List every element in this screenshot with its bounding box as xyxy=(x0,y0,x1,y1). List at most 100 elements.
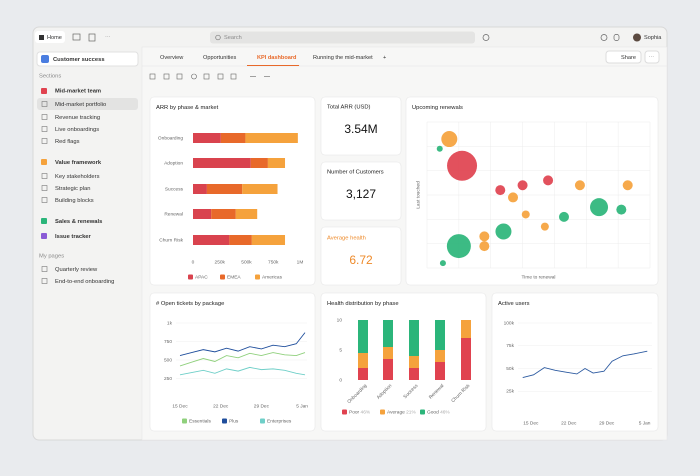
search-placeholder[interactable]: Search xyxy=(224,35,242,41)
more-icon[interactable]: ··· xyxy=(105,34,111,40)
tab[interactable]: Running the mid-market xyxy=(313,55,373,61)
y-tick-label: 75k xyxy=(506,343,514,349)
group-icon xyxy=(41,218,47,224)
bubble xyxy=(495,223,512,240)
bell-icon[interactable] xyxy=(613,34,620,41)
legend-swatch xyxy=(222,418,227,424)
group-item[interactable]: Mid-market team xyxy=(55,89,101,95)
legend-swatch xyxy=(220,274,225,280)
bubble xyxy=(590,198,609,217)
nav-item[interactable]: Red flags xyxy=(55,139,80,145)
y-tick-label: 500 xyxy=(164,357,172,363)
tool-icon[interactable] xyxy=(176,73,183,80)
history-icon[interactable] xyxy=(482,34,490,41)
nav-item[interactable]: Quarterly review xyxy=(55,267,98,273)
y-tick-label: Success xyxy=(165,186,184,192)
nav-item[interactable]: Building blocks xyxy=(55,198,94,204)
tool-icon[interactable] xyxy=(230,73,237,80)
x-tick-label: 22 Dec xyxy=(561,420,577,426)
x-tick-label: 1M xyxy=(297,259,304,265)
section-label: My pages xyxy=(39,254,64,260)
group-item[interactable]: Value framework xyxy=(55,160,102,166)
kpi-title: Number of Customers xyxy=(327,170,384,176)
legend-label: Plus xyxy=(229,418,239,424)
legend-label: EMEA xyxy=(227,274,241,280)
share-label[interactable]: Share xyxy=(621,55,636,61)
y-tick-label: Renewal xyxy=(164,211,183,217)
nav-item[interactable]: Revenue tracking xyxy=(55,115,100,121)
bar-segment xyxy=(435,350,445,362)
bar-segment xyxy=(358,320,368,353)
legend-swatch xyxy=(188,274,193,280)
chart-icon[interactable] xyxy=(72,33,81,41)
bar-segment xyxy=(235,209,258,219)
more-icon[interactable]: ··· xyxy=(649,54,655,60)
avatar[interactable] xyxy=(633,33,641,42)
bar-segment xyxy=(193,158,251,168)
tool-icon[interactable] xyxy=(149,73,156,80)
workspace-name[interactable]: Customer success xyxy=(53,57,105,63)
x-tick-label: 5 Jan xyxy=(639,420,651,426)
bar-segment xyxy=(383,320,393,347)
legend-label: Enterprises xyxy=(267,418,292,424)
more-button[interactable] xyxy=(644,50,660,64)
bubble xyxy=(558,211,569,222)
workspace-switcher[interactable] xyxy=(36,51,139,67)
help-icon[interactable] xyxy=(600,34,608,41)
tab[interactable]: Overview xyxy=(160,55,184,61)
tool-icon[interactable] xyxy=(217,73,224,80)
x-tick-label: 15 Dec xyxy=(523,420,539,426)
x-tick-label: 29 Dec xyxy=(599,420,615,426)
nav-item[interactable]: End-to-end onboarding xyxy=(55,279,114,285)
legend-swatch xyxy=(255,274,260,280)
nav-item[interactable]: Key stakeholders xyxy=(55,174,100,180)
series-line xyxy=(522,350,648,379)
share-button[interactable] xyxy=(605,50,642,64)
tab[interactable]: Opportunities xyxy=(203,55,236,61)
trash-icon[interactable] xyxy=(88,33,96,42)
page-icon xyxy=(41,138,48,144)
x-tick-label: 22 Dec xyxy=(213,403,229,409)
bubble xyxy=(436,145,443,152)
nav-item[interactable]: Live onboardings xyxy=(55,127,99,133)
page-icon xyxy=(41,126,48,132)
tool-icon[interactable] xyxy=(203,73,210,80)
legend-label: APAC xyxy=(195,274,208,280)
y-tick-label: 0 xyxy=(339,377,342,383)
y-tick-label: 5 xyxy=(339,347,342,353)
bubble xyxy=(517,180,528,191)
nav-item[interactable]: Strategic plan xyxy=(55,186,90,192)
selected-highlight xyxy=(37,98,138,110)
bubble xyxy=(508,192,519,203)
bar-segment xyxy=(193,235,230,245)
kpi-title: Total ARR (USD) xyxy=(327,105,371,111)
group-item[interactable]: Sales & renewals xyxy=(55,219,102,225)
chart-title: Upcoming renewals xyxy=(412,105,463,111)
legend-swatch xyxy=(260,418,265,424)
y-tick-label: 250 xyxy=(164,376,172,382)
search-box[interactable] xyxy=(210,31,475,44)
bar-segment xyxy=(358,353,368,368)
user-name[interactable]: Sophia xyxy=(644,35,662,41)
tool-icon[interactable] xyxy=(191,73,197,80)
chart-title: ARR by phase & market xyxy=(156,105,219,111)
y-tick-label: 10 xyxy=(337,317,343,323)
bar-segment xyxy=(358,368,368,380)
page-icon xyxy=(41,185,48,191)
tool-icon[interactable] xyxy=(163,73,170,80)
home-label[interactable]: Home xyxy=(47,35,62,41)
bar-segment xyxy=(220,133,246,143)
y-tick-label: 50k xyxy=(506,366,514,372)
tab[interactable]: KPI dashboard xyxy=(257,55,297,61)
card xyxy=(320,161,402,221)
bar-segment xyxy=(211,209,236,219)
add-tab[interactable]: + xyxy=(383,55,386,61)
bubble xyxy=(616,204,627,215)
nav-item[interactable]: Mid-market portfolio xyxy=(55,102,106,108)
legend-share: 21% xyxy=(406,409,416,415)
bar-segment xyxy=(242,184,278,194)
card xyxy=(320,96,402,156)
x-tick-label: 750k xyxy=(268,259,279,265)
bubble xyxy=(439,260,446,267)
group-item[interactable]: Issue tracker xyxy=(55,234,92,240)
